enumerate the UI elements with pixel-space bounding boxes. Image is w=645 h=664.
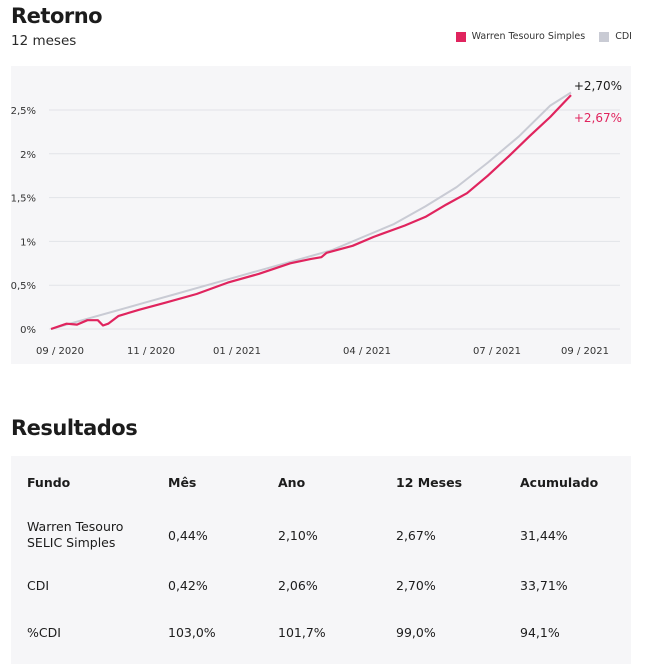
row-cdi-name: CDI <box>27 578 50 593</box>
row-fund-acumulado: 31,44% <box>520 528 568 543</box>
y-tick-label: 2,5% <box>11 106 36 117</box>
legend-label-cdi: CDI <box>615 31 632 42</box>
chart-subtitle: 12 meses <box>11 33 77 49</box>
results-table: Fundo Mês Ano 12 Meses Acumulado Warren … <box>11 456 631 664</box>
y-tick-label: 2% <box>20 150 36 161</box>
x-tick-label: 04 / 2021 <box>343 346 391 357</box>
end-value-label-cdi: +2,70% <box>574 79 622 93</box>
series-line-cdi <box>50 91 572 330</box>
y-tick-label: 0,5% <box>11 281 36 292</box>
legend-label-fund: Warren Tesouro Simples <box>471 31 586 42</box>
x-tick-label: 09 / 2021 <box>561 346 609 357</box>
col-header-12-meses: 12 Meses <box>396 475 463 490</box>
row-cdi-ano: 2,06% <box>278 578 318 593</box>
chart-legend: Warren Tesouro Simples CDI <box>455 31 632 42</box>
row-pctcdi-name: %CDI <box>27 625 61 640</box>
legend-swatch-cdi <box>599 31 610 42</box>
row-pctcdi-ano: 101,7% <box>278 625 326 640</box>
row-pctcdi-12-meses: 99,0% <box>396 625 436 640</box>
row-cdi-acumulado: 33,71% <box>520 578 568 593</box>
y-tick-label: 1% <box>20 237 36 248</box>
col-header-fundo: Fundo <box>27 475 71 490</box>
chart-title: Retorno <box>11 4 103 28</box>
chart-area: 0% 0,5% 1% 1,5% 2% 2,5% 09 / 2020 11 / 2020 01 /… <box>11 66 631 364</box>
row-fund-name: Warren Tesouro SELIC Simples <box>27 519 124 550</box>
y-tick-label: 0% <box>20 325 36 336</box>
col-header-ano: Ano <box>278 475 306 490</box>
row-fund-ano: 2,10% <box>278 528 318 543</box>
x-tick-label: 07 / 2021 <box>473 346 521 357</box>
row-pctcdi-mes: 103,0% <box>168 625 216 640</box>
col-header-mes: Mês <box>168 475 197 490</box>
x-tick-label: 01 / 2021 <box>213 346 261 357</box>
x-tick-label: 11 / 2020 <box>127 346 175 357</box>
col-header-acumulado: Acumulado <box>520 475 599 490</box>
row-cdi-mes: 0,42% <box>168 578 208 593</box>
x-tick-label: 09 / 2020 <box>36 346 84 357</box>
legend-item-cdi[interactable]: CDI <box>599 31 632 42</box>
end-value-label-fund: +2,67% <box>574 111 622 125</box>
row-fund-mes: 0,44% <box>168 528 208 543</box>
legend-swatch-fund <box>455 31 466 42</box>
line-chart: 0% 0,5% 1% 1,5% 2% 2,5% 09 / 2020 11 / 2020 01 /… <box>11 79 622 357</box>
legend-item-fund[interactable]: Warren Tesouro Simples <box>455 31 586 42</box>
row-fund-12-meses: 2,67% <box>396 528 436 543</box>
series-line-fund <box>50 94 572 331</box>
row-pctcdi-acumulado: 94,1% <box>520 625 560 640</box>
row-cdi-12-meses: 2,70% <box>396 578 436 593</box>
y-tick-label: 1,5% <box>11 194 36 205</box>
results-title: Resultados <box>11 416 138 440</box>
